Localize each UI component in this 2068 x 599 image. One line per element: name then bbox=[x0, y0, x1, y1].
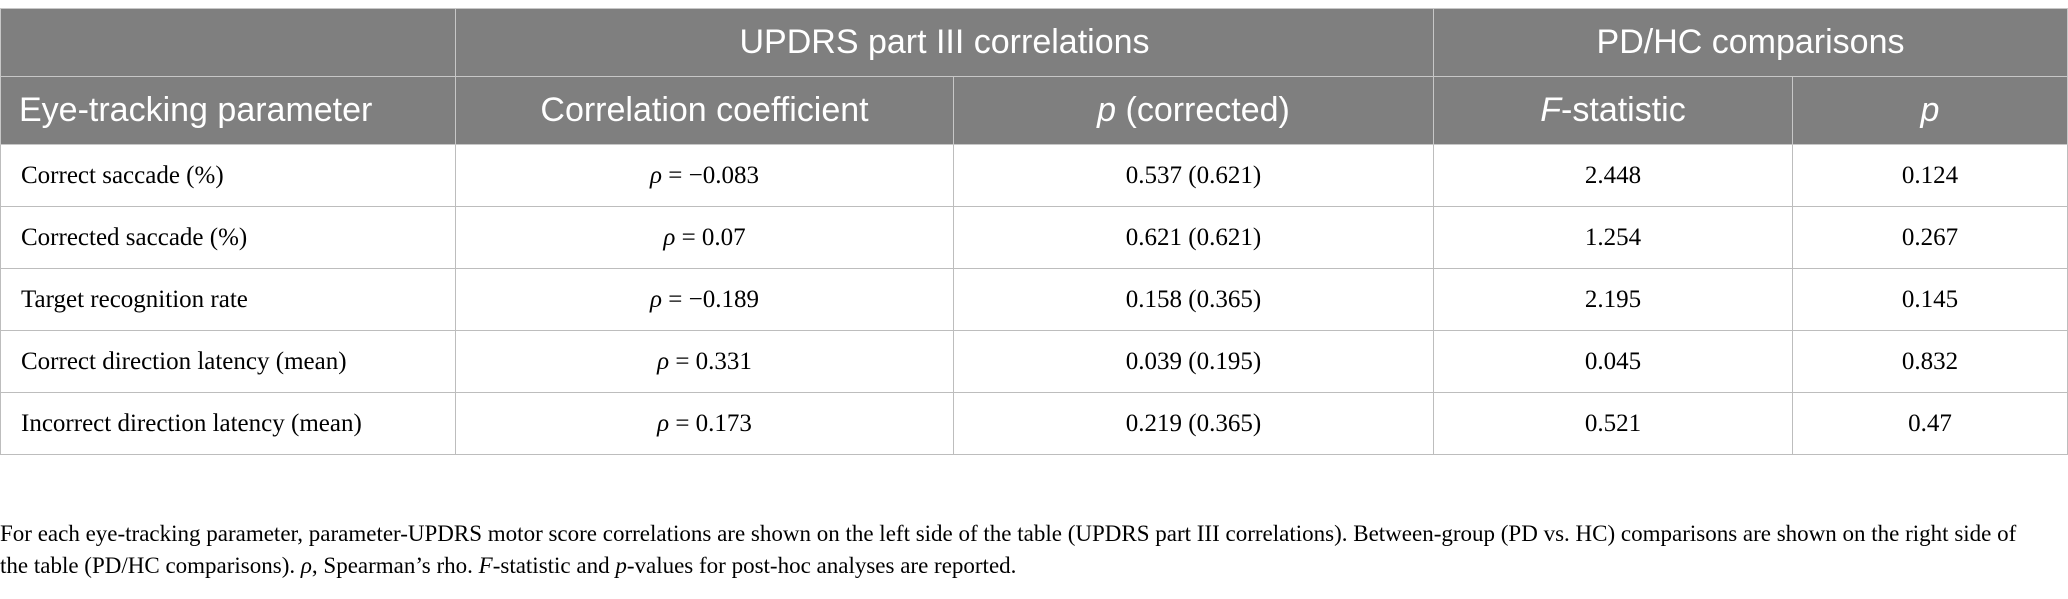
p-cell: 0.832 bbox=[1791, 330, 2068, 393]
results-table: UPDRS part III correlations PD/HC compar… bbox=[0, 8, 2068, 455]
f-statistic-suffix: -statistic bbox=[1561, 91, 1686, 129]
p-cell: 0.145 bbox=[1791, 268, 2068, 331]
p-corrected-cell: 0.158 (0.365) bbox=[953, 268, 1434, 331]
rho-cell: ρ = 0.07 bbox=[455, 206, 954, 269]
rho-value: = 0.173 bbox=[669, 409, 752, 437]
p-corrected-column-header: p (corrected) bbox=[953, 76, 1434, 145]
p-symbol: p bbox=[1920, 91, 1940, 129]
table-row: Incorrect direction latency (mean) ρ = 0… bbox=[0, 392, 2068, 455]
rho-symbol: ρ bbox=[650, 161, 663, 189]
column-header-row: Eye-tracking parameter Correlation coeff… bbox=[0, 76, 2068, 145]
parameter-cell: Incorrect direction latency (mean) bbox=[0, 392, 456, 455]
table-row: Correct direction latency (mean) ρ = 0.3… bbox=[0, 330, 2068, 393]
parameter-cell: Target recognition rate bbox=[0, 268, 456, 331]
p-corrected-cell: 0.219 (0.365) bbox=[953, 392, 1434, 455]
rho-symbol: ρ bbox=[650, 285, 663, 313]
f-statistic-cell: 2.448 bbox=[1433, 144, 1793, 207]
rho-cell: ρ = −0.083 bbox=[455, 144, 954, 207]
group-header-row: UPDRS part III correlations PD/HC compar… bbox=[0, 8, 2068, 77]
rho-cell: ρ = 0.173 bbox=[455, 392, 954, 455]
p-corrected-cell: 0.621 (0.621) bbox=[953, 206, 1434, 269]
table-footnote: For each eye-tracking parameter, paramet… bbox=[0, 518, 2040, 582]
p-column-header: p bbox=[1791, 76, 2068, 145]
rho-symbol: ρ bbox=[663, 223, 676, 251]
f-statistic-cell: 0.045 bbox=[1433, 330, 1793, 393]
parameter-cell: Correct saccade (%) bbox=[0, 144, 456, 207]
rho-symbol: ρ bbox=[657, 347, 670, 375]
footnote-text-1: For each eye-tracking parameter, paramet… bbox=[0, 521, 2017, 578]
footnote-text-2: , Spearman’s rho. bbox=[311, 553, 479, 578]
f-statistic-cell: 2.195 bbox=[1433, 268, 1793, 331]
f-statistic-cell: 1.254 bbox=[1433, 206, 1793, 269]
rho-value: = 0.331 bbox=[669, 347, 752, 375]
empty-corner-header bbox=[0, 8, 456, 77]
rho-value: = 0.07 bbox=[675, 223, 746, 251]
correlation-column-header: Correlation coefficient bbox=[455, 76, 954, 145]
f-statistic-cell: 0.521 bbox=[1433, 392, 1793, 455]
table-row: Correct saccade (%) ρ = −0.083 0.537 (0.… bbox=[0, 144, 2068, 207]
p-symbol: p bbox=[1097, 91, 1117, 129]
updrs-group-header: UPDRS part III correlations bbox=[455, 8, 1434, 77]
footnote-rho-symbol: ρ bbox=[300, 553, 312, 578]
footnote-f-symbol: F bbox=[478, 553, 493, 578]
p-corrected-suffix: (corrected) bbox=[1116, 91, 1290, 129]
p-cell: 0.267 bbox=[1791, 206, 2068, 269]
footnote-text-3: -statistic and bbox=[492, 553, 616, 578]
table-row: Corrected saccade (%) ρ = 0.07 0.621 (0.… bbox=[0, 206, 2068, 269]
p-cell: 0.47 bbox=[1791, 392, 2068, 455]
rho-symbol: ρ bbox=[657, 409, 670, 437]
pdhc-group-header: PD/HC comparisons bbox=[1432, 8, 2068, 77]
rho-value: = −0.083 bbox=[662, 161, 759, 189]
p-corrected-cell: 0.039 (0.195) bbox=[953, 330, 1434, 393]
p-corrected-cell: 0.537 (0.621) bbox=[953, 144, 1434, 207]
f-statistic-column-header: F-statistic bbox=[1433, 76, 1793, 145]
rho-value: = −0.189 bbox=[662, 285, 759, 313]
footnote-p-symbol: p bbox=[615, 553, 627, 578]
parameter-cell: Corrected saccade (%) bbox=[0, 206, 456, 269]
f-symbol: F bbox=[1540, 91, 1562, 129]
parameter-cell: Correct direction latency (mean) bbox=[0, 330, 456, 393]
table-row: Target recognition rate ρ = −0.189 0.158… bbox=[0, 268, 2068, 331]
parameter-column-header: Eye-tracking parameter bbox=[0, 76, 456, 145]
rho-cell: ρ = 0.331 bbox=[455, 330, 954, 393]
p-cell: 0.124 bbox=[1791, 144, 2068, 207]
footnote-text-4: -values for post-hoc analyses are report… bbox=[626, 553, 1017, 578]
rho-cell: ρ = −0.189 bbox=[455, 268, 954, 331]
